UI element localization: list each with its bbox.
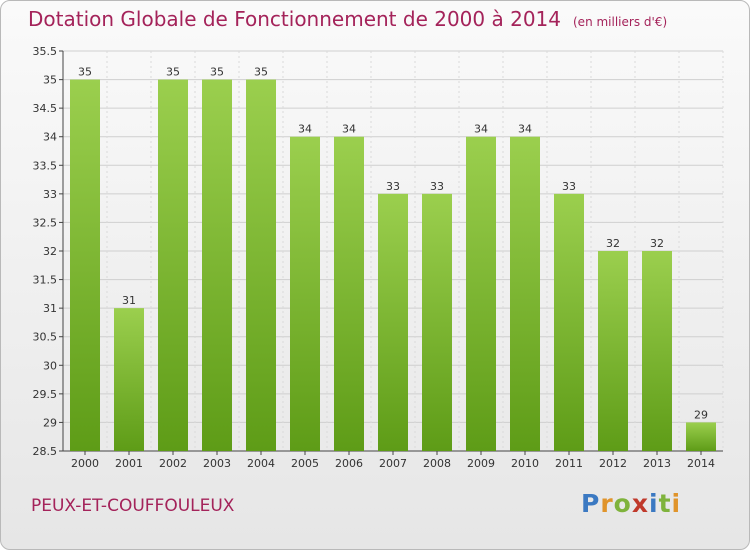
data-label: 31 (122, 294, 136, 307)
bar (642, 251, 672, 451)
x-tick-label: 2002 (159, 457, 187, 470)
x-tick-label: 2001 (115, 457, 143, 470)
logo-letter: x (631, 489, 649, 518)
logo-letter: r (600, 489, 614, 518)
data-label: 34 (342, 123, 356, 136)
data-label: 34 (474, 123, 488, 136)
bar (114, 308, 144, 451)
x-tick-label: 2011 (555, 457, 583, 470)
data-labels: 35 31 35 35 35 34 34 33 33 34 34 33 32 32 29 (78, 66, 708, 422)
bar (686, 422, 716, 451)
y-tick-label: 33 (43, 188, 57, 201)
data-label: 35 (254, 66, 268, 79)
x-tick-label: 2008 (423, 457, 451, 470)
x-tick-label: 2005 (291, 457, 319, 470)
data-label: 34 (298, 123, 312, 136)
proxiti-logo[interactable]: Proxiti (581, 489, 681, 518)
data-label: 35 (166, 66, 180, 79)
x-tick-label: 2000 (71, 457, 99, 470)
bar (466, 136, 496, 451)
logo-letter: i (671, 489, 682, 518)
y-tick-label: 35.5 (33, 45, 58, 58)
chart-subtitle: (en milliers d'€) (573, 15, 668, 29)
y-tick-label: 34 (43, 131, 57, 144)
y-tick-label: 32.5 (33, 216, 58, 229)
x-tick-label: 2006 (335, 457, 363, 470)
chart-title-text: Dotation Globale de Fonctionnement de 20… (28, 7, 561, 31)
y-tick-label: 34.5 (33, 102, 58, 115)
y-tick-label: 30 (43, 359, 57, 372)
commune-name: PEUX-ET-COUFFOULEUX (31, 496, 235, 516)
x-tick-label: 2004 (247, 457, 275, 470)
data-label: 35 (78, 66, 92, 79)
x-tick-label: 2013 (643, 457, 671, 470)
y-tick-labels: 28.5 29 29.5 30 30.5 31 31.5 32 32.5 33 33.5 34 34.5… (33, 45, 58, 458)
data-label: 29 (694, 408, 708, 421)
data-label: 32 (606, 237, 620, 250)
data-label: 32 (650, 237, 664, 250)
logo-letter: i (649, 489, 659, 518)
bars (70, 79, 716, 452)
logo-letter: o (613, 489, 632, 518)
y-tick-label: 29.5 (33, 388, 58, 401)
x-tick-labels: 2000 2001 2002 2003 2004 2005 2006 2007 2008 2009… (71, 457, 715, 470)
bar (598, 251, 628, 451)
y-tick-label: 35 (43, 74, 57, 87)
bar (378, 193, 408, 451)
bar (334, 136, 364, 451)
data-label: 34 (518, 123, 532, 136)
bar (422, 193, 452, 451)
bar (246, 79, 276, 452)
chart-title: Dotation Globale de Fonctionnement de 20… (28, 7, 667, 31)
x-tick-label: 2007 (379, 457, 407, 470)
y-tick-label: 28.5 (33, 445, 58, 458)
y-tick-label: 32 (43, 245, 57, 258)
logo-letter: t (658, 489, 672, 518)
bar (70, 79, 100, 452)
data-label: 33 (430, 180, 444, 193)
y-tick-label: 31.5 (33, 274, 58, 287)
y-tick-label: 30.5 (33, 331, 58, 344)
y-tick-label: 31 (43, 302, 57, 315)
data-label: 35 (210, 66, 224, 79)
data-label: 33 (562, 180, 576, 193)
x-tick-label: 2014 (687, 457, 715, 470)
y-tick-label: 33.5 (33, 159, 58, 172)
bar (158, 79, 188, 452)
logo-letter: P (581, 489, 601, 518)
bar (202, 79, 232, 452)
x-tick-label: 2012 (599, 457, 627, 470)
data-label: 33 (386, 180, 400, 193)
bar (554, 193, 584, 451)
x-tick-label: 2009 (467, 457, 495, 470)
bar (510, 136, 540, 451)
x-tick-label: 2003 (203, 457, 231, 470)
bar (290, 136, 320, 451)
y-tick-label: 29 (43, 416, 57, 429)
x-tick-label: 2010 (511, 457, 539, 470)
